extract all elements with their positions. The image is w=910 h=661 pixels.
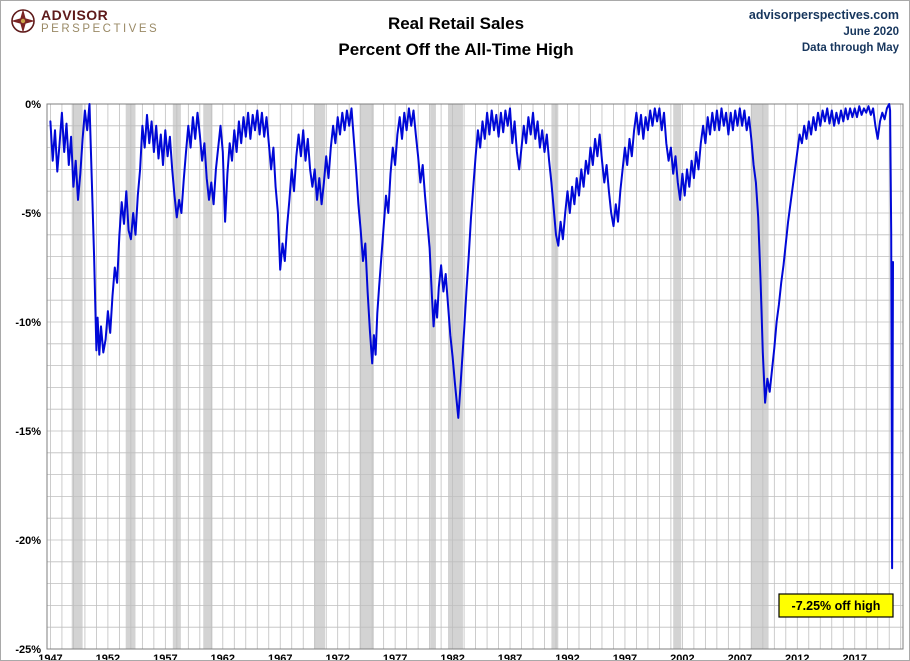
y-axis-label: 0% xyxy=(25,99,41,111)
x-axis-label: 2002 xyxy=(670,653,694,661)
x-axis-label: 1977 xyxy=(383,653,407,661)
annotation-label: -7.25% off high xyxy=(792,599,881,613)
x-axis-label: 2017 xyxy=(843,653,867,661)
data-through-label: Data through May xyxy=(801,42,899,54)
recession-band xyxy=(447,104,463,649)
y-axis-label: -5% xyxy=(21,208,41,220)
x-axis-label: 1997 xyxy=(613,653,637,661)
chart-title-line2: Percent Off the All-Time High xyxy=(338,40,574,59)
logo-advisor: ADVISOR xyxy=(41,7,109,23)
chart-title-line1: Real Retail Sales xyxy=(387,14,525,33)
x-axis-label: 1952 xyxy=(96,653,120,661)
x-axis-label: 2012 xyxy=(785,653,809,661)
x-axis-label: 1962 xyxy=(211,653,235,661)
annotation-box xyxy=(778,593,894,618)
axis-labels: 0% -5% -10% -15% -20% -25%1947 1952 1957 1962 196… xyxy=(15,99,867,661)
recession-bands xyxy=(71,104,769,649)
gridlines xyxy=(47,103,903,650)
recession-band xyxy=(314,104,326,649)
y-axis-label: -15% xyxy=(15,426,41,438)
date-label: June 2020 xyxy=(843,26,899,38)
chart-area: 0% -5% -10% -15% -20% -25% 1947 1952 1957 1962 196… xyxy=(1,89,909,661)
source-info: advisorperspectives.com June 2020 Data t… xyxy=(749,8,899,54)
x-axis-label: 1957 xyxy=(153,653,177,661)
site-link[interactable]: advisorperspectives.com xyxy=(748,8,899,22)
x-axis-label: 1982 xyxy=(440,653,464,661)
recession-band xyxy=(551,104,559,649)
y-axis-label: -20% xyxy=(15,535,41,547)
x-axis-label: 1987 xyxy=(498,653,522,661)
logo-text: ADVISOR PERSPECTIVES xyxy=(41,8,159,35)
x-axis-label: 1947 xyxy=(38,653,62,661)
compass-icon xyxy=(11,9,35,33)
x-axis-label: 1967 xyxy=(268,653,292,661)
recession-band xyxy=(430,104,436,649)
recession-band xyxy=(359,104,374,649)
annotation: -7.25% off high xyxy=(778,593,894,618)
recession-band xyxy=(71,104,83,649)
x-axis-label: 1992 xyxy=(555,653,579,661)
recession-band xyxy=(203,104,213,649)
chart-title: Real Retail Sales Percent Off the All-Ti… xyxy=(181,11,731,63)
drawdown-line xyxy=(49,103,894,570)
x-axis-label: 2007 xyxy=(728,653,752,661)
recession-band xyxy=(673,104,682,649)
drawdown-chart-svg: 0% -5% -10% -15% -20% -25%1947 1952 1957 1962 196… xyxy=(15,99,904,661)
logo-perspectives: PERSPECTIVES xyxy=(41,22,160,35)
advisor-perspectives-logo: ADVISOR PERSPECTIVES xyxy=(10,8,159,35)
plot-border xyxy=(46,103,904,650)
y-axis-label: -10% xyxy=(15,317,41,329)
x-axis-label: 1972 xyxy=(325,653,349,661)
y-axis-label: -25% xyxy=(15,644,41,656)
recession-band xyxy=(750,104,769,649)
